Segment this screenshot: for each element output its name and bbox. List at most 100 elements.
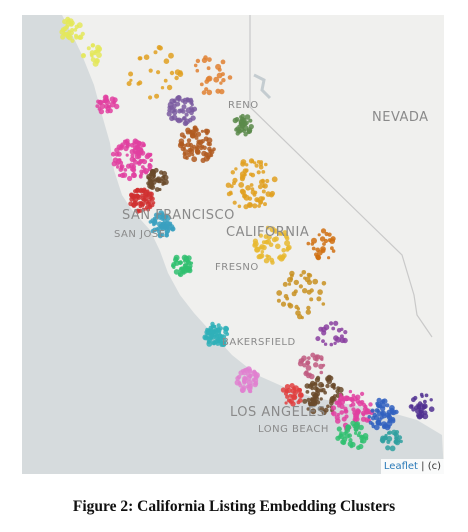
listing-dot [356, 409, 361, 414]
listing-dot [326, 374, 332, 380]
listing-dot [298, 392, 304, 398]
listing-dot [376, 411, 383, 417]
listing-dot [206, 66, 211, 71]
listing-dot [182, 154, 188, 160]
listing-dot [219, 88, 225, 95]
listing-dot [354, 421, 361, 427]
listing-dot [302, 288, 308, 294]
listing-dot [263, 202, 267, 207]
listing-dot [422, 404, 427, 409]
listing-dot [195, 68, 200, 73]
listing-dot [134, 150, 140, 156]
listing-dot [276, 298, 281, 303]
listing-dot [316, 296, 322, 302]
listing-dot [265, 225, 270, 230]
listing-dot [183, 255, 190, 262]
listing-dot [229, 192, 233, 196]
listing-dot [284, 240, 291, 247]
listing-dot [281, 248, 287, 253]
listing-dot [92, 60, 99, 67]
listing-dot [310, 408, 317, 415]
listing-dot [423, 399, 427, 404]
listing-dot [314, 354, 319, 359]
listing-dot [182, 120, 189, 127]
listing-dot [344, 430, 348, 434]
listing-dot [254, 197, 260, 203]
listing-dot [326, 404, 330, 409]
listing-dot [98, 108, 105, 115]
listing-dot [194, 135, 199, 140]
listing-dot [413, 395, 418, 401]
listing-dot [337, 435, 341, 439]
listing-dot [184, 112, 189, 117]
listing-dot [330, 246, 334, 251]
listing-dot [303, 276, 307, 280]
listing-dot [157, 45, 163, 51]
listing-dot [289, 277, 293, 281]
attribution-text: | (c) [421, 461, 441, 472]
listing-dot [257, 184, 263, 190]
listing-dot [164, 230, 170, 235]
listing-dot [367, 415, 372, 419]
listing-dot [386, 435, 393, 442]
listing-dot [143, 188, 147, 192]
listing-dot [189, 146, 195, 151]
listing-dot [301, 270, 307, 275]
listing-dot [202, 145, 207, 150]
caption: Figure 2: California Listing Embedding C… [72, 498, 396, 515]
listing-dot [138, 158, 144, 164]
listing-dot [286, 398, 291, 403]
listing-dot [167, 108, 171, 113]
listing-dot [191, 153, 195, 157]
listing-dot [95, 44, 102, 51]
listing-dot [336, 426, 342, 432]
listing-dot [99, 103, 106, 110]
listing-dot [253, 381, 259, 386]
listing-dot [134, 188, 140, 194]
listing-dot [416, 413, 421, 418]
listing-dot [260, 250, 265, 254]
listing-dot [323, 342, 328, 346]
listing-dot [153, 167, 159, 173]
listing-dot [74, 24, 79, 29]
listing-dot [358, 443, 364, 450]
listing-dot [148, 204, 152, 208]
listing-dot [259, 246, 263, 250]
listing-dot [90, 57, 96, 62]
listing-dot [356, 433, 361, 438]
listing-dot [305, 309, 311, 315]
state-border [249, 15, 433, 338]
listing-dot [317, 233, 321, 237]
listing-dot [411, 407, 416, 412]
listing-dot [60, 27, 66, 33]
listing-dot [125, 153, 129, 157]
attribution-link[interactable]: Leaflet [383, 461, 418, 472]
listing-dot [117, 158, 122, 162]
listing-dot [230, 170, 235, 175]
listing-dot [265, 178, 270, 184]
listing-dot [388, 417, 393, 422]
listing-dot [182, 116, 187, 121]
listing-dot [205, 330, 211, 336]
listing-dot [354, 431, 358, 435]
listing-dot [128, 201, 134, 207]
listing-dot [350, 441, 356, 448]
listing-dot [321, 339, 325, 343]
listing-dot [126, 81, 132, 87]
listing-dot [168, 221, 173, 226]
listing-dot [304, 370, 309, 375]
listing-dot [360, 416, 367, 422]
listing-dot [147, 162, 152, 167]
listing-dot [314, 357, 319, 362]
listing-dot [257, 204, 261, 208]
listing-dot [306, 305, 311, 311]
listing-dot [153, 50, 158, 55]
listing-dot [385, 403, 390, 408]
listing-dot [242, 370, 247, 376]
listing-dot [394, 439, 401, 446]
listing-dot [64, 24, 69, 29]
listing-dot [322, 242, 326, 246]
listing-dot [306, 241, 311, 246]
listing-dot [319, 397, 323, 401]
listing-dot [245, 185, 251, 191]
